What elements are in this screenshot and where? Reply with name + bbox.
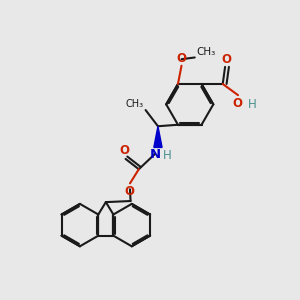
Text: H: H bbox=[248, 98, 256, 110]
Polygon shape bbox=[154, 126, 162, 147]
Text: O: O bbox=[222, 53, 232, 66]
Text: H: H bbox=[163, 148, 172, 162]
Text: CH₃: CH₃ bbox=[125, 99, 143, 109]
Text: CH₃: CH₃ bbox=[196, 46, 215, 57]
Text: O: O bbox=[176, 52, 187, 65]
Text: O: O bbox=[124, 185, 134, 198]
Text: O: O bbox=[232, 97, 242, 110]
Text: N: N bbox=[149, 148, 161, 161]
Text: O: O bbox=[119, 144, 129, 158]
